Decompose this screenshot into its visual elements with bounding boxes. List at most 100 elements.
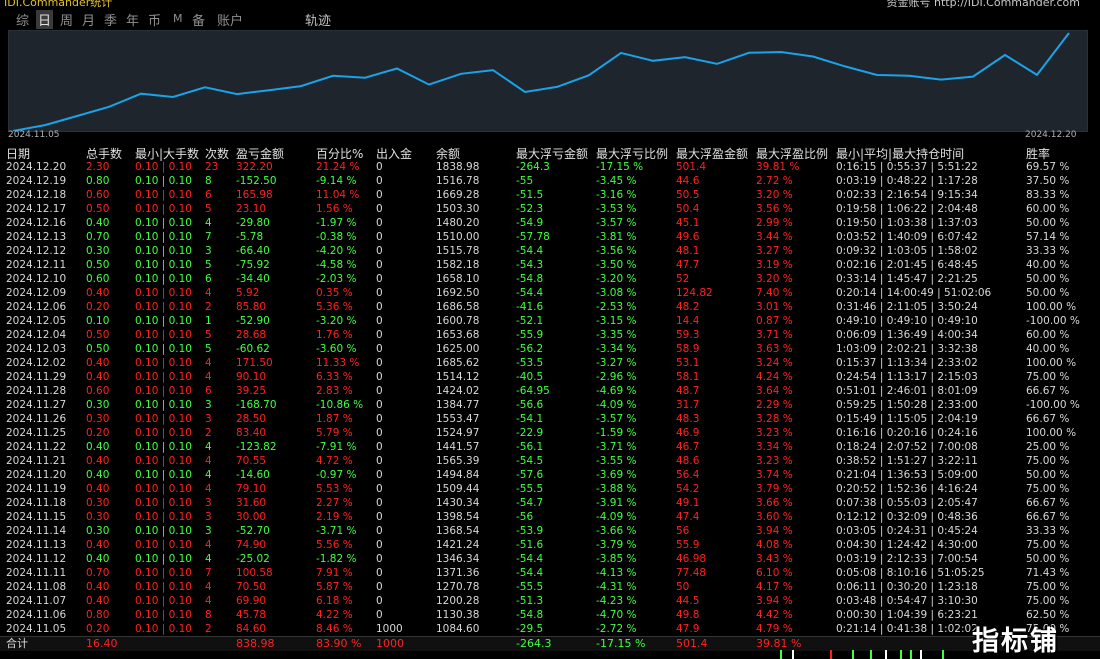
table-row[interactable]: 2024.11.12 0.40 0.10 | 0.10 4 -25.02 -1.82 % 0…: [0, 552, 1100, 566]
cell-max-float-loss: -52.1: [516, 315, 544, 327]
table-row[interactable]: 2024.11.28 0.60 0.10 | 0.10 6 39.25 2.83 % 0 14…: [0, 384, 1100, 398]
cell-max-float-loss-pct: -3.53 %: [596, 203, 637, 215]
table-row[interactable]: 2024.12.05 0.10 0.10 | 0.10 1 -52.90 -3.20 % 0…: [0, 314, 1100, 328]
table-row[interactable]: 2024.11.19 0.40 0.10 | 0.10 4 79.10 5.53 % 0 15…: [0, 482, 1100, 496]
account-link[interactable]: 资金账号 http://IDI.Commander.com: [886, 0, 1080, 9]
table-row[interactable]: 2024.11.22 0.40 0.10 | 0.10 4 -123.82 -7.91 %…: [0, 440, 1100, 454]
bottom-tick-strip: [760, 650, 1100, 659]
cell-date: 2024.11.26: [6, 413, 67, 425]
col-total-lots[interactable]: 总手数: [86, 147, 123, 161]
col-count[interactable]: 次数: [205, 147, 230, 161]
table-row[interactable]: 2024.11.07 0.40 0.10 | 0.10 4 69.90 6.18 % 0 12…: [0, 594, 1100, 608]
table-row[interactable]: 2024.12.10 0.60 0.10 | 0.10 6 -34.40 -2.03 % 0…: [0, 272, 1100, 286]
table-row[interactable]: 2024.11.15 0.30 0.10 | 0.10 3 30.00 2.19 % 0 13…: [0, 510, 1100, 524]
tab-account[interactable]: 账户: [217, 14, 244, 29]
table-row[interactable]: 2024.11.06 0.80 0.10 | 0.10 8 45.78 4.22 % 0 11…: [0, 608, 1100, 622]
table-row[interactable]: 2024.11.21 0.40 0.10 | 0.10 4 70.55 4.72 % 0 15…: [0, 454, 1100, 468]
total-deposit: 1000: [376, 637, 404, 650]
tab-note[interactable]: 备: [192, 14, 206, 29]
col-balance[interactable]: 余额: [436, 147, 461, 161]
cell-balance: 1441.57: [436, 441, 480, 453]
cell-max-float-profit-pct: 3.24 %: [756, 357, 793, 369]
table-row[interactable]: 2024.12.02 0.40 0.10 | 0.10 4 171.50 11.33 % 0…: [0, 356, 1100, 370]
col-date[interactable]: 日期: [6, 147, 31, 161]
cell-hold-time: 0:15:49 | 1:15:05 | 2:04:19: [836, 413, 978, 425]
table-row[interactable]: 2024.12.18 0.60 0.10 | 0.10 6 165.98 11.04 % 0…: [0, 188, 1100, 202]
cell-percent: 2.27 %: [316, 497, 353, 509]
cell-max-float-profit: 47.4: [676, 511, 700, 523]
table-row[interactable]: 2024.12.11 0.50 0.10 | 0.10 5 -75.92 -4.58 % 0…: [0, 258, 1100, 272]
cell-min-max-lots: 0.10 | 0.10: [135, 245, 192, 257]
cell-win-rate: 60.00 %: [1026, 329, 1070, 341]
cell-pnl: -168.70: [236, 399, 277, 411]
tab-summary[interactable]: 综: [16, 14, 30, 29]
cell-date: 2024.11.21: [6, 455, 67, 467]
cell-pnl: 85.80: [236, 301, 267, 313]
col-max-float-loss-pct[interactable]: 最大浮亏比例: [596, 147, 669, 161]
col-pnl[interactable]: 盈亏金额: [236, 147, 285, 161]
tab-year[interactable]: 年: [126, 14, 140, 29]
tab-quarter[interactable]: 季: [104, 14, 118, 29]
table-row[interactable]: 2024.11.18 0.30 0.10 | 0.10 3 31.60 2.27 % 0 14…: [0, 496, 1100, 510]
col-max-float-loss[interactable]: 最大浮亏金额: [516, 147, 589, 161]
table-row[interactable]: 2024.12.03 0.50 0.10 | 0.10 5 -60.62 -3.60 % 0…: [0, 342, 1100, 356]
cell-pnl: 70.50: [236, 581, 267, 593]
cell-percent: 6.33 %: [316, 371, 353, 383]
table-row[interactable]: 2024.12.16 0.40 0.10 | 0.10 4 -29.80 -1.97 % 0…: [0, 216, 1100, 230]
cell-percent: 5.53 %: [316, 483, 353, 495]
tab-m[interactable]: M: [173, 12, 183, 25]
col-min-max-lots[interactable]: 最小|大手数: [135, 147, 200, 161]
col-hold-time[interactable]: 最小|平均|最大持仓时间: [836, 147, 965, 161]
col-max-float-profit-pct[interactable]: 最大浮盈比例: [756, 147, 829, 161]
cell-balance: 1130.38: [436, 609, 480, 621]
col-percent[interactable]: 百分比%: [316, 147, 364, 161]
cell-max-float-loss-pct: -17.15 %: [596, 161, 644, 173]
cell-balance: 1430.34: [436, 497, 480, 509]
cell-balance: 1424.02: [436, 385, 480, 397]
cell-hold-time: 0:21:04 | 1:36:53 | 5:09:00: [836, 469, 978, 481]
tab-currency[interactable]: 币: [148, 14, 162, 29]
table-row[interactable]: 2024.11.27 0.30 0.10 | 0.10 3 -168.70 -10.86 …: [0, 398, 1100, 412]
table-row[interactable]: 2024.12.09 0.40 0.10 | 0.10 4 5.92 0.35 % 0 169…: [0, 286, 1100, 300]
cell-date: 2024.12.16: [6, 217, 67, 229]
cell-min-max-lots: 0.10 | 0.10: [135, 525, 192, 537]
cell-max-float-loss: -55.5: [516, 581, 544, 593]
cell-min-max-lots: 0.10 | 0.10: [135, 413, 192, 425]
tab-track[interactable]: 轨迹: [305, 14, 332, 29]
table-row[interactable]: 2024.12.12 0.30 0.10 | 0.10 3 -66.40 -4.20 % 0…: [0, 244, 1100, 258]
cell-win-rate: 66.67 %: [1026, 497, 1070, 509]
table-row[interactable]: 2024.11.08 0.40 0.10 | 0.10 4 70.50 5.87 % 0 12…: [0, 580, 1100, 594]
table-row[interactable]: 2024.12.19 0.80 0.10 | 0.10 8 -152.50 -9.14 %…: [0, 174, 1100, 188]
tab-week[interactable]: 周: [60, 14, 74, 29]
cell-max-float-profit-pct: 4.42 %: [756, 609, 793, 621]
cell-count: 5: [205, 329, 212, 341]
table-row[interactable]: 2024.11.26 0.30 0.10 | 0.10 3 28.50 1.87 % 0 15…: [0, 412, 1100, 426]
col-deposit[interactable]: 出入金: [376, 147, 413, 161]
cell-max-float-profit: 48.2: [676, 301, 700, 313]
table-row[interactable]: 2024.12.06 0.20 0.10 | 0.10 2 85.80 5.36 % 0 16…: [0, 300, 1100, 314]
table-row[interactable]: 2024.11.25 0.20 0.10 | 0.10 2 83.40 5.79 % 0 15…: [0, 426, 1100, 440]
table-row[interactable]: 2024.12.13 0.70 0.10 | 0.10 7 -5.78 -0.38 % 0 1…: [0, 230, 1100, 244]
tab-month[interactable]: 月: [82, 14, 96, 29]
table-row[interactable]: 2024.11.20 0.40 0.10 | 0.10 4 -14.60 -0.97 % 0…: [0, 468, 1100, 482]
tab-day[interactable]: 日: [36, 10, 54, 29]
col-win-rate[interactable]: 胜率: [1026, 147, 1051, 161]
total-label: 合计: [6, 637, 28, 650]
table-row[interactable]: 2024.11.05 0.20 0.10 | 0.10 2 84.60 8.46 % 100…: [0, 622, 1100, 636]
table-row[interactable]: 2024.12.17 0.50 0.10 | 0.10 5 23.10 1.56 % 0 15…: [0, 202, 1100, 216]
cell-min-max-lots: 0.10 | 0.10: [135, 371, 192, 383]
table-row[interactable]: 2024.11.14 0.30 0.10 | 0.10 3 -52.70 -3.71 % 0…: [0, 524, 1100, 538]
cell-deposit: 0: [376, 245, 383, 257]
table-row[interactable]: 2024.11.11 0.70 0.10 | 0.10 7 100.58 7.91 % 0 1…: [0, 566, 1100, 580]
table-row[interactable]: 2024.11.29 0.40 0.10 | 0.10 4 90.10 6.33 % 0 15…: [0, 370, 1100, 384]
table-row[interactable]: 2024.12.04 0.50 0.10 | 0.10 5 28.68 1.76 % 0 16…: [0, 328, 1100, 342]
cell-balance: 1669.28: [436, 189, 480, 201]
total-percent: 83.90 %: [316, 637, 362, 650]
cell-count: 4: [205, 483, 212, 495]
cell-date: 2024.12.04: [6, 329, 67, 341]
cell-hold-time: 0:12:12 | 0:32:09 | 0:48:36: [836, 511, 978, 523]
col-max-float-profit[interactable]: 最大浮盈金额: [676, 147, 749, 161]
cell-max-float-profit-pct: 2.72 %: [756, 175, 793, 187]
table-row[interactable]: 2024.12.20 2.30 0.10 | 0.10 23 322.20 21.24 %…: [0, 160, 1100, 174]
table-row[interactable]: 2024.11.13 0.40 0.10 | 0.10 4 74.90 5.56 % 0 14…: [0, 538, 1100, 552]
